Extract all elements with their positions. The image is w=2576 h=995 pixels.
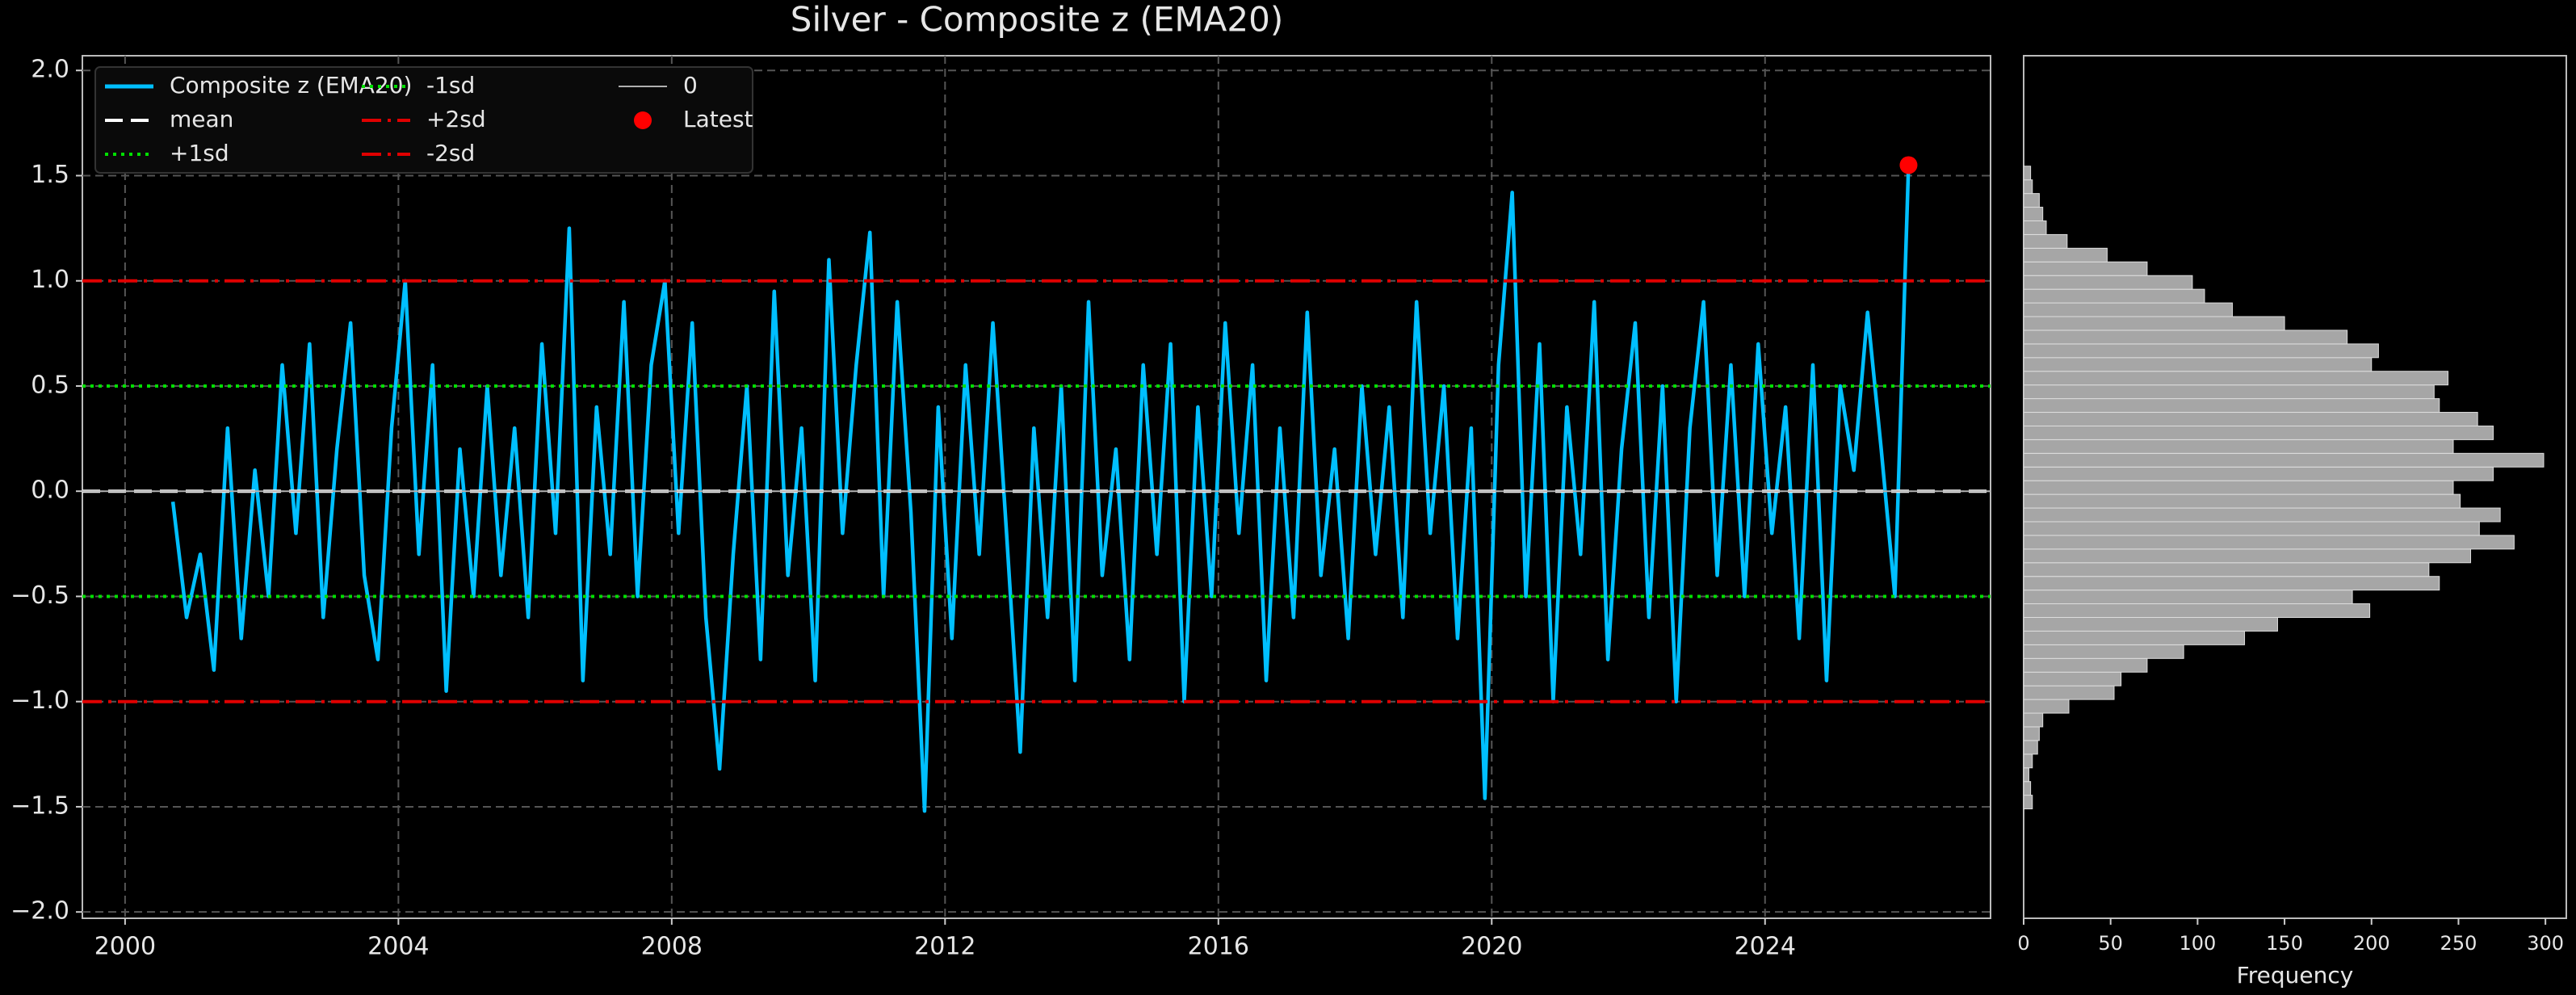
legend-label: -1sd [426,72,475,99]
y-tick-label: 1.0 [31,266,69,294]
hist-bar [2023,412,2478,426]
legend-label: -2sd [426,140,475,166]
hist-bar [2023,726,2040,741]
x-tick-label: 2012 [914,933,975,961]
x-tick-label: 50 [2098,932,2123,955]
hist-bar [2023,521,2480,536]
x-tick-label: 250 [2440,932,2477,955]
hist-bar [2023,754,2033,769]
hist-bar [2023,220,2047,235]
hist-bar [2023,480,2454,495]
chart-title: Silver - Composite z (EMA20) [791,0,1283,40]
hist-bar [2023,699,2070,714]
hist-bar [2023,439,2454,454]
hist-bar [2023,261,2148,276]
hist-bar [2023,316,2285,331]
hist-bar [2023,452,2545,468]
y-tick-label: 0.5 [31,371,69,399]
hist-bar [2023,576,2440,591]
y-tick-label: 0.0 [31,477,69,505]
x-tick-label: 100 [2179,932,2216,955]
hist-bar [2023,302,2233,317]
hist-bar [2023,590,2353,605]
hist-bar [2023,357,2373,372]
legend-label: +2sd [426,106,486,132]
hist-bar [2023,179,2033,195]
hist-bar [2023,275,2193,290]
hist-bar [2023,671,2122,686]
hist-bar [2023,685,2115,700]
x-tick-label: 150 [2266,932,2303,955]
hist-bar [2023,247,2108,262]
x-tick-label: 2004 [367,933,429,961]
hist-bar [2023,781,2032,796]
latest-point [1899,156,1918,174]
hist-bar [2023,288,2205,304]
y-tick-label: −1.0 [10,686,69,715]
hist-bar [2023,398,2440,414]
legend-label: Latest [683,106,753,132]
y-tick-label: −0.5 [10,581,69,610]
hist-bar [2023,507,2501,523]
hist-bar [2023,371,2449,386]
x-tick-label: 2016 [1188,933,1249,961]
hist-bar [2023,795,2033,810]
hist-bar [2023,740,2038,755]
x-tick-label: 2024 [1735,933,1796,961]
legend-marker [634,111,652,129]
hist-bar [2023,617,2278,632]
x-tick-label: 2020 [1461,933,1522,961]
hist-bar [2023,466,2494,481]
hist-bar [2023,343,2379,359]
legend-label: Composite z (EMA20) [170,72,412,99]
x-tick-label: 200 [2353,932,2390,955]
legend-label: 0 [683,72,698,99]
hist-bar [2023,193,2040,208]
hist-bar [2023,425,2494,440]
hist-bar [2023,767,2029,783]
hist-bar [2023,657,2148,673]
legend-box [94,66,753,174]
hist-bar [2023,330,2348,345]
hist-bar [2023,166,2032,181]
hist-bar [2023,562,2430,577]
y-tick-label: 1.5 [31,161,69,189]
hist-bar [2023,712,2044,728]
hist-bar [2023,233,2068,249]
x-tick-label: 0 [2017,932,2029,955]
y-tick-label: −2.0 [10,897,69,926]
hist-bar [2023,535,2515,550]
data-line [170,165,1911,813]
x-tick-label: 2000 [94,933,156,961]
hist-bar [2023,548,2472,564]
legend-label: mean [170,106,233,132]
hist-bar [2023,644,2184,659]
hist-bar [2023,493,2461,509]
legend-label: +1sd [170,140,229,166]
y-tick-label: −1.5 [10,791,69,820]
hist-bar [2023,603,2371,619]
x-tick-label: 2008 [641,933,703,961]
hist-bar [2023,384,2435,400]
hist-bar [2023,207,2044,221]
x-tick-label: 300 [2527,932,2564,955]
y-tick-label: 2.0 [31,56,69,84]
hist-bar [2023,630,2246,645]
x-axis-label: Frequency [2237,962,2354,989]
